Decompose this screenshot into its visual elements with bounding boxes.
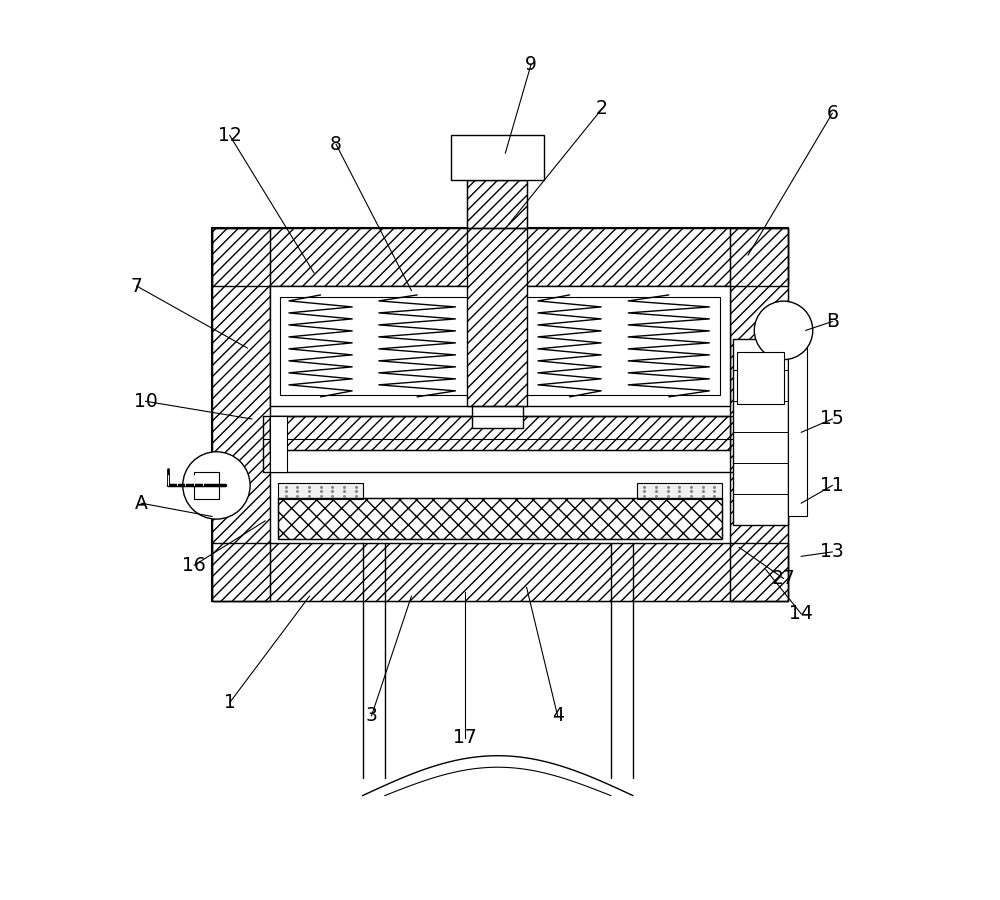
Text: 3: 3 (366, 706, 377, 725)
Bar (467, 229, 527, 406)
Bar (451, 135, 544, 180)
Text: 12: 12 (218, 126, 242, 145)
Bar (278, 499, 722, 538)
Bar (467, 180, 527, 229)
Bar (467, 180, 527, 229)
Bar (270, 417, 730, 450)
Bar (212, 229, 270, 600)
Circle shape (754, 302, 813, 360)
Text: 27: 27 (772, 569, 795, 588)
Bar (270, 417, 730, 450)
Bar (730, 229, 788, 600)
Circle shape (183, 452, 250, 519)
Text: 13: 13 (820, 543, 844, 562)
Bar (270, 417, 287, 473)
Bar (280, 297, 720, 395)
Bar (212, 229, 788, 286)
Text: 17: 17 (453, 728, 476, 748)
Text: 7: 7 (131, 276, 143, 295)
Text: 6: 6 (826, 104, 838, 122)
Bar (278, 499, 722, 538)
Bar (212, 229, 788, 286)
Bar (263, 417, 737, 473)
Bar (212, 543, 788, 600)
Bar (212, 229, 788, 600)
Bar (467, 229, 527, 406)
Text: 2: 2 (596, 99, 608, 118)
Text: A: A (135, 494, 148, 513)
Text: 16: 16 (182, 555, 206, 575)
Bar (472, 406, 523, 428)
Text: 1: 1 (224, 693, 236, 712)
Text: 9: 9 (525, 55, 537, 74)
Bar (737, 352, 784, 404)
Text: B: B (826, 312, 839, 331)
Bar (270, 286, 730, 406)
Text: 4: 4 (552, 706, 564, 725)
Bar (212, 543, 788, 600)
Bar (733, 339, 788, 526)
Text: 15: 15 (820, 410, 844, 428)
Text: 8: 8 (330, 135, 342, 154)
Text: 11: 11 (820, 476, 844, 495)
Bar (788, 348, 807, 517)
Text: 10: 10 (134, 392, 157, 410)
Text: 14: 14 (789, 605, 813, 624)
Bar (270, 286, 730, 543)
Bar (637, 483, 722, 500)
Bar (278, 483, 363, 500)
Bar (730, 229, 788, 600)
Bar (212, 229, 270, 600)
Bar (194, 472, 219, 499)
